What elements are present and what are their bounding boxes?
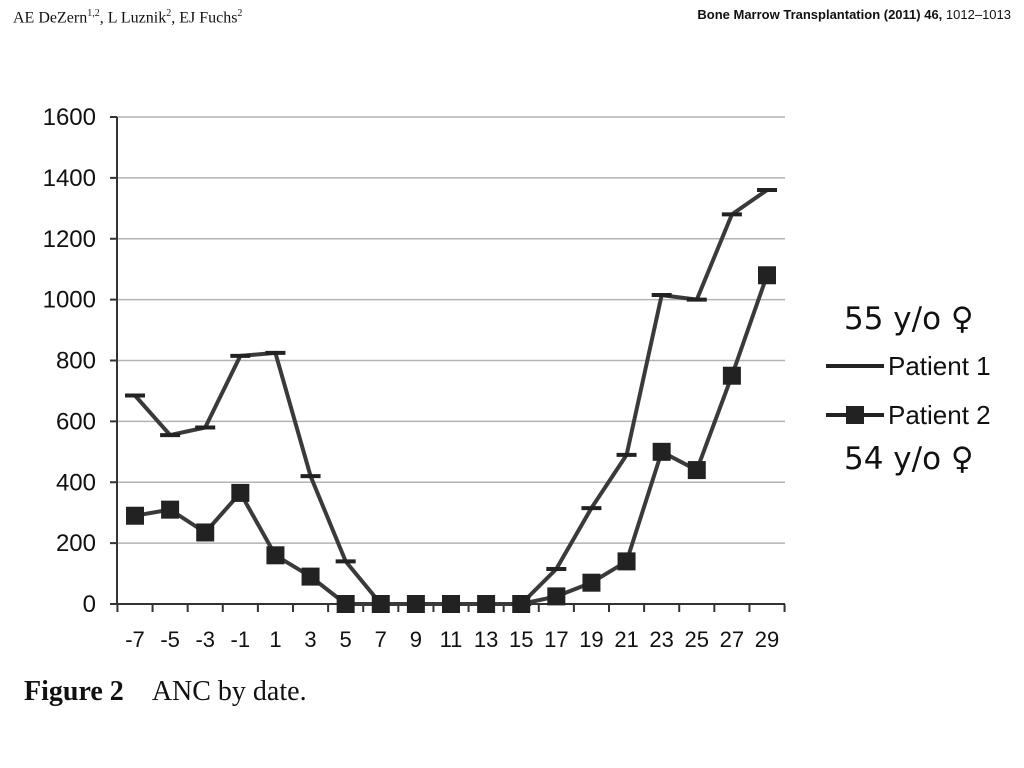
x-tick-label: 23 bbox=[649, 627, 673, 652]
data-point bbox=[336, 595, 355, 613]
journal-citation: Bone Marrow Transplantation (2011) 46, 1… bbox=[697, 7, 1011, 22]
y-tick-label: 1400 bbox=[43, 165, 96, 192]
author-affiliation: 2 bbox=[166, 8, 172, 19]
series-line bbox=[134, 274, 769, 606]
data-point bbox=[512, 595, 531, 613]
x-tick-label: 17 bbox=[544, 627, 568, 652]
author-affiliation: 1,2 bbox=[87, 8, 100, 19]
author-name: EJ Fuchs bbox=[179, 9, 238, 27]
y-tick-label: 1000 bbox=[43, 287, 96, 314]
gridlines bbox=[117, 116, 785, 544]
x-tick-label: 5 bbox=[340, 627, 352, 652]
series-patient-2 bbox=[126, 266, 776, 613]
legend: Patient 1 55 y/o ♀ Patient 2 54 y/o ♀ bbox=[826, 301, 991, 477]
figure-label: Figure 2 bbox=[24, 676, 124, 707]
figure-caption: Figure 2 ANC by date. bbox=[24, 676, 307, 708]
x-tick-label: 21 bbox=[614, 627, 638, 652]
data-point bbox=[477, 595, 496, 613]
y-tick-label: 1200 bbox=[43, 226, 96, 253]
data-point bbox=[617, 552, 636, 571]
y-tick-label: 1600 bbox=[43, 104, 96, 131]
legend-annotation: 55 y/o ♀ bbox=[844, 301, 974, 337]
x-tick-label: 19 bbox=[579, 627, 603, 652]
x-tick-label: -1 bbox=[231, 627, 251, 652]
data-point bbox=[687, 461, 706, 480]
x-tick-label: 1 bbox=[269, 627, 281, 652]
y-tick-label: 800 bbox=[56, 348, 96, 375]
x-tick-label: 3 bbox=[304, 627, 316, 652]
x-tick-label: 27 bbox=[720, 627, 744, 652]
x-tick-label: 15 bbox=[509, 627, 533, 652]
data-point bbox=[652, 442, 671, 461]
data-point bbox=[582, 573, 601, 592]
x-tick-label: 9 bbox=[410, 627, 422, 652]
data-point bbox=[547, 587, 566, 606]
x-tick-label: 29 bbox=[755, 627, 779, 652]
data-point bbox=[196, 523, 215, 542]
author-affiliation: 2 bbox=[237, 8, 243, 19]
data-point bbox=[126, 506, 144, 525]
x-tick-label: 11 bbox=[440, 627, 463, 652]
legend-annotation: 54 y/o ♀ bbox=[844, 441, 974, 477]
journal-name: Bone Marrow Transplantation (2011) 46, bbox=[697, 7, 943, 22]
x-tick-label: 13 bbox=[474, 627, 498, 652]
data-point bbox=[266, 546, 285, 565]
data-point bbox=[161, 500, 180, 519]
x-tick-label: -3 bbox=[195, 627, 215, 652]
series bbox=[125, 188, 777, 613]
data-point bbox=[301, 567, 320, 586]
author-name: L Luznik bbox=[107, 9, 167, 27]
data-point bbox=[371, 595, 390, 613]
author-line: AE DeZern1,2, L Luznik2, EJ Fuchs2 bbox=[13, 8, 243, 27]
legend-label: Patient 2 bbox=[888, 400, 991, 430]
y-tick-label: 200 bbox=[56, 530, 96, 557]
x-tick-label: -7 bbox=[125, 627, 145, 652]
series-patient-1 bbox=[125, 188, 777, 606]
legend-label: Patient 1 bbox=[888, 351, 991, 381]
data-point bbox=[442, 595, 460, 613]
x-tick-label: -5 bbox=[160, 627, 180, 652]
y-tick-label: 0 bbox=[83, 591, 96, 618]
y-tick-label: 600 bbox=[56, 408, 96, 435]
data-point bbox=[406, 595, 425, 613]
data-point bbox=[758, 266, 776, 285]
series-line bbox=[133, 188, 769, 606]
data-point bbox=[231, 483, 250, 502]
x-tick-label: 7 bbox=[375, 627, 387, 652]
legend-marker bbox=[846, 406, 864, 424]
journal-pages: 1012–1013 bbox=[945, 7, 1011, 22]
author-name: AE DeZern bbox=[13, 9, 88, 27]
y-tick-label: 400 bbox=[56, 469, 96, 496]
x-tick-label: 25 bbox=[685, 627, 709, 652]
figure-caption-text: ANC by date. bbox=[151, 676, 307, 707]
data-point bbox=[722, 366, 741, 385]
